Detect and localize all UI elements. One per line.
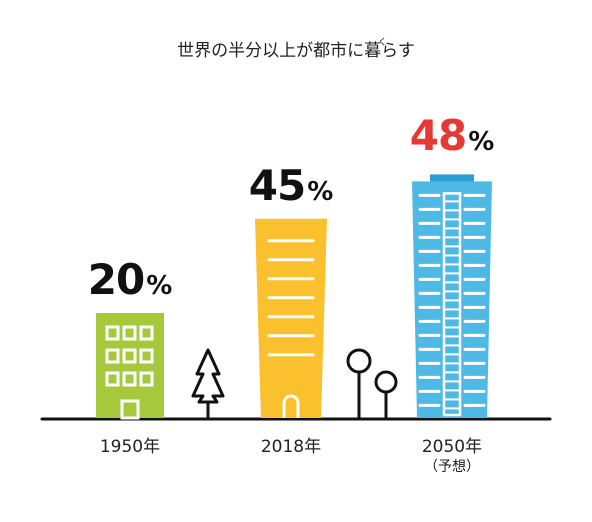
bar-2 <box>255 218 327 418</box>
tree-icon <box>191 348 225 419</box>
data-label-3: 48% <box>409 111 495 161</box>
title-ruby: く <box>378 38 388 48</box>
streetlamp-icon <box>346 348 398 419</box>
data-label-2: 45% <box>248 160 334 210</box>
category-label-2: 2018年 <box>260 437 322 457</box>
bars-layer <box>96 174 492 420</box>
chart-title: 世界の半分以上が都市に暮らす <box>177 41 415 61</box>
category-note-3: （予想） <box>424 459 480 475</box>
category-label-1: 1950年 <box>99 437 161 457</box>
bar-3 <box>412 174 492 418</box>
data-label-1: 20% <box>87 255 173 304</box>
bar-1 <box>96 313 164 420</box>
category-label-3: 2050年 <box>421 437 483 457</box>
